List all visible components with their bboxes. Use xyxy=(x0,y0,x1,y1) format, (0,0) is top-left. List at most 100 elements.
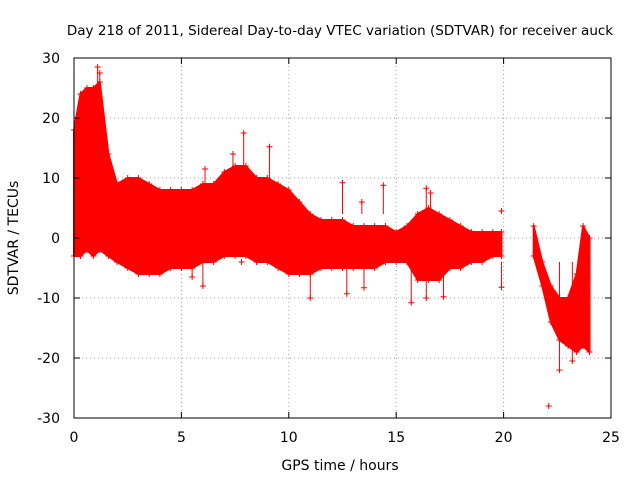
data-point xyxy=(350,265,357,271)
y-tick-label: 20 xyxy=(42,111,60,127)
data-point xyxy=(221,169,228,175)
data-point xyxy=(318,217,325,223)
data-point xyxy=(573,271,580,277)
data-point xyxy=(436,211,443,217)
data-point xyxy=(468,229,475,235)
data-point xyxy=(545,403,552,409)
data-point xyxy=(189,187,196,193)
y-tick-label: -20 xyxy=(37,351,60,367)
data-point xyxy=(382,259,389,265)
data-point xyxy=(307,211,314,217)
data-point xyxy=(339,179,346,186)
data-point xyxy=(146,181,153,187)
data-point xyxy=(83,247,90,253)
data-point xyxy=(479,229,486,235)
data-point xyxy=(221,253,228,259)
data-point xyxy=(489,253,496,259)
data-point xyxy=(178,265,185,271)
data-point xyxy=(189,274,196,280)
data-point xyxy=(113,259,120,265)
data-point xyxy=(446,265,453,271)
data-point xyxy=(113,181,120,187)
data-point xyxy=(350,223,357,229)
y-tick-label: -30 xyxy=(37,411,60,427)
data-point xyxy=(371,223,378,229)
data-point xyxy=(393,259,400,265)
data-point xyxy=(427,190,434,196)
x-axis-label: GPS time / hours xyxy=(281,458,398,474)
x-tick-label: 15 xyxy=(387,430,405,446)
data-point xyxy=(573,349,580,355)
x-tick-label: 20 xyxy=(495,430,513,446)
data-point xyxy=(489,229,496,235)
data-point xyxy=(436,277,443,283)
data-layer xyxy=(71,64,593,409)
data-point xyxy=(360,223,367,229)
data-point xyxy=(360,284,367,291)
x-tick-label: 25 xyxy=(602,430,620,446)
data-point xyxy=(167,265,174,271)
data-point xyxy=(498,208,505,214)
data-point xyxy=(569,358,576,364)
y-tick-label: 30 xyxy=(42,51,60,67)
data-point xyxy=(530,253,537,259)
data-point xyxy=(105,151,112,157)
data-point xyxy=(285,271,292,277)
data-point xyxy=(565,295,572,301)
data-point xyxy=(275,181,282,187)
data-point xyxy=(586,235,593,241)
data-point xyxy=(498,229,505,235)
data-point xyxy=(343,290,350,297)
data-point xyxy=(468,259,475,265)
data-point xyxy=(328,217,335,223)
data-point xyxy=(124,175,131,181)
data-point xyxy=(408,299,415,306)
data-point xyxy=(586,349,593,355)
data-point xyxy=(275,265,282,271)
data-point xyxy=(318,265,325,271)
data-point xyxy=(135,271,142,277)
data-point xyxy=(232,253,239,259)
data-point xyxy=(90,85,97,91)
data-point xyxy=(580,223,587,229)
data-point xyxy=(414,277,421,283)
data-point xyxy=(358,199,365,205)
data-point xyxy=(105,253,112,259)
x-tick-label: 0 xyxy=(70,430,79,446)
data-point xyxy=(266,143,273,150)
data-point xyxy=(202,166,209,172)
data-point xyxy=(380,182,387,189)
data-point xyxy=(285,187,292,193)
chart-title: Day 218 of 2011, Sidereal Day-to-day VTE… xyxy=(67,23,613,39)
data-point xyxy=(339,265,346,271)
y-tick-label: -10 xyxy=(37,291,60,307)
data-point xyxy=(414,211,421,217)
data-point xyxy=(229,151,236,157)
data-point xyxy=(264,256,271,262)
data-point xyxy=(423,185,430,192)
data-point xyxy=(547,319,554,325)
data-point xyxy=(238,259,245,265)
data-point xyxy=(83,85,90,91)
data-point xyxy=(210,259,217,265)
data-point xyxy=(556,367,563,373)
data-point xyxy=(156,271,163,277)
data-point xyxy=(547,283,554,289)
data-point xyxy=(307,295,314,301)
data-point xyxy=(423,295,430,301)
data-point xyxy=(328,265,335,271)
data-point xyxy=(77,253,84,259)
y-tick-label: 0 xyxy=(51,231,60,247)
data-point xyxy=(199,283,206,289)
data-point xyxy=(167,187,174,193)
data-point xyxy=(479,259,486,265)
data-point xyxy=(296,199,303,205)
data-point xyxy=(498,284,505,291)
data-point xyxy=(530,223,537,229)
data-point xyxy=(403,259,410,265)
data-point xyxy=(90,253,97,259)
data-point xyxy=(382,223,389,229)
data-point xyxy=(178,187,185,193)
x-tick-label: 10 xyxy=(280,430,298,446)
